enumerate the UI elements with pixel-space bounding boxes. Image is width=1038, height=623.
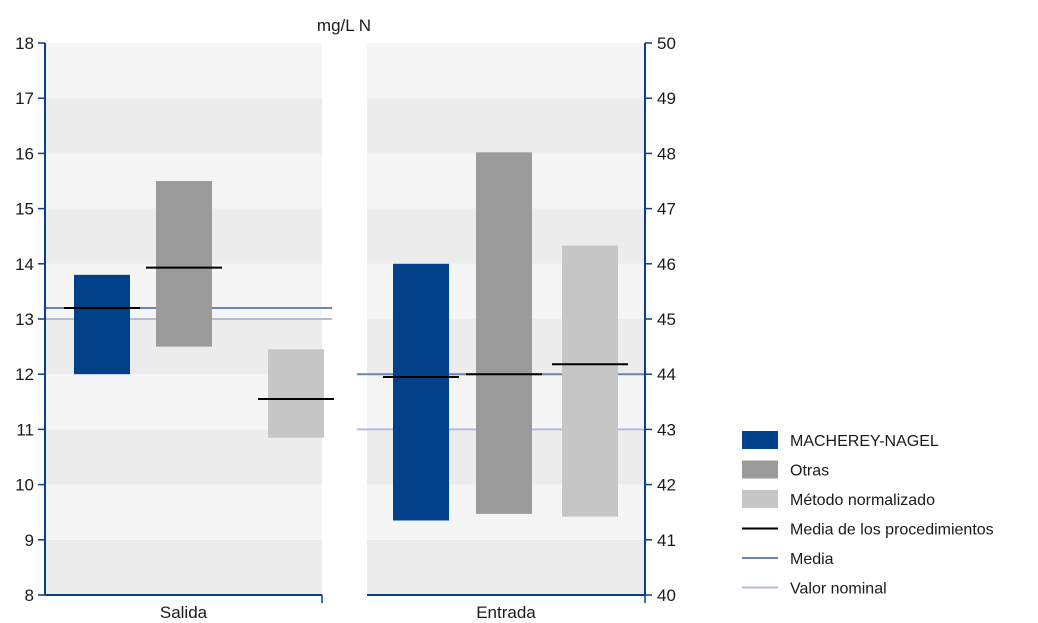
right-tick-label-47: 47: [657, 200, 676, 219]
band-salida-8: [45, 98, 322, 154]
right-tick-label-45: 45: [657, 310, 676, 329]
right-tick-label-49: 49: [657, 89, 676, 108]
unit-label: mg/L N: [317, 16, 371, 35]
left-tick-label-15: 15: [15, 200, 34, 219]
band-entrada-0: [367, 539, 645, 595]
right-tick-label-43: 43: [657, 420, 676, 439]
right-tick-label-46: 46: [657, 255, 676, 274]
right-tick-label-41: 41: [657, 531, 676, 550]
legend: MACHEREY-NAGEL Otras Método normalizado Med…: [742, 431, 994, 598]
bar-otras-entrada: [476, 152, 532, 514]
left-tick-label-11: 11: [16, 420, 34, 439]
legend-swatch-otras: [742, 460, 778, 479]
left-tick-label-17: 17: [15, 89, 34, 108]
left-tick-label-10: 10: [15, 476, 34, 495]
left-tick-label-12: 12: [15, 365, 34, 384]
bar-macherey-nagel-entrada: [393, 263, 449, 521]
legend-label-macherey-nagel: MACHEREY-NAGEL: [790, 433, 939, 450]
bar-otras-salida: [156, 181, 212, 347]
left-tick-label-16: 16: [15, 144, 34, 163]
left-tick-label-14: 14: [15, 255, 34, 274]
band-salida-1: [45, 484, 322, 540]
left-tick-label-8: 8: [25, 586, 34, 605]
band-entrada-8: [367, 98, 645, 154]
procedure-mean-markers: [64, 266, 628, 401]
legend-label-media: Media: [790, 551, 834, 568]
bar-metodo-normalizado-entrada: [562, 245, 618, 517]
bar-metodo-normalizado-salida: [268, 349, 324, 438]
legend-swatch-metodo-normalizado: [742, 490, 778, 508]
band-salida-9: [45, 43, 322, 99]
range-bars: [74, 152, 618, 521]
right-tick-label-44: 44: [657, 365, 676, 384]
left-tick-label-9: 9: [25, 531, 34, 550]
axes: Salida Entrada 8 9 10 11 12 13 14 15 16 17 18 40 41 42 4…: [15, 34, 676, 622]
left-tick-label-13: 13: [15, 310, 34, 329]
legend-label-metodo-normalizado: Método normalizado: [790, 492, 935, 509]
right-tick-label-48: 48: [657, 144, 676, 163]
bar-macherey-nagel-salida: [74, 274, 130, 375]
right-tick-label-42: 42: [657, 476, 676, 495]
right-tick-label-40: 40: [657, 586, 676, 605]
x-category-label-entrada: Entrada: [476, 603, 536, 622]
legend-swatch-macherey-nagel: [742, 431, 778, 449]
left-tick-label-18: 18: [15, 34, 34, 53]
legend-label-valor-nominal: Valor nominal: [790, 581, 887, 598]
x-category-label-salida: Salida: [160, 603, 208, 622]
band-salida-0: [45, 539, 322, 595]
legend-label-otras: Otras: [790, 463, 829, 480]
band-salida-2: [45, 429, 322, 485]
legend-label-media-de-los-procedimientos: Media de los procedimientos: [790, 522, 994, 539]
band-entrada-9: [367, 43, 645, 99]
right-tick-label-50: 50: [657, 34, 676, 53]
